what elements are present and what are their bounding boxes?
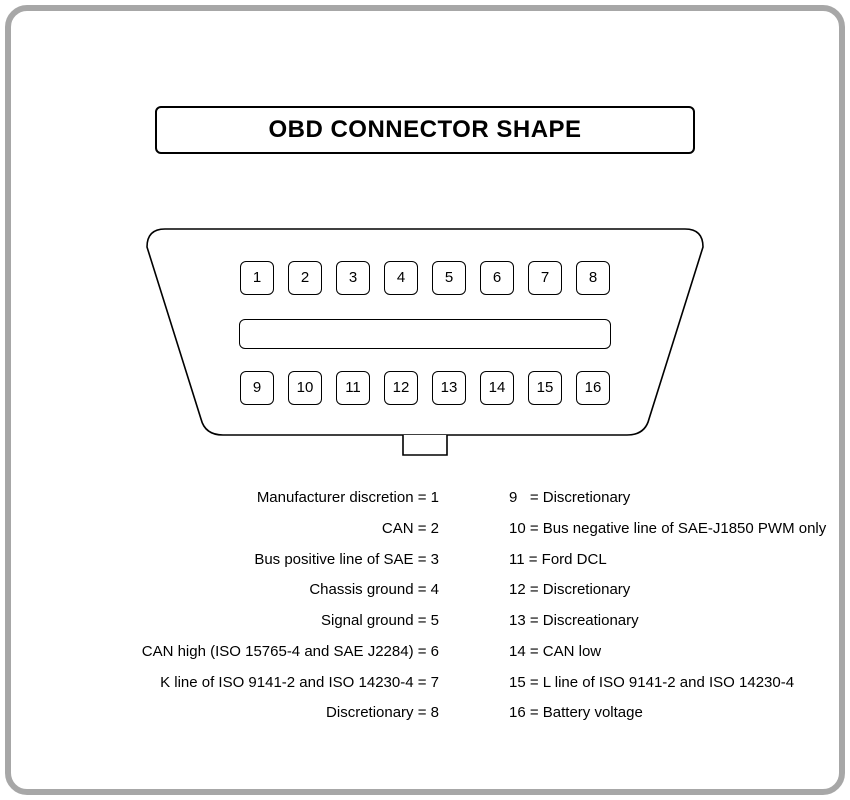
pin-4: 4 [384, 261, 418, 295]
legend-left-8: Discretionary = 8 [11, 704, 439, 721]
legend-right-14: 14 = CAN low [439, 643, 601, 660]
legend-right-13: 13 = Discreationary [439, 612, 639, 629]
legend-right-9: 9 = Discretionary [439, 489, 630, 506]
legend-left-4: Chassis ground = 4 [11, 581, 439, 598]
pin-row-top: 12345678 [125, 261, 725, 295]
legend-row: Signal ground = 513 = Discreationary [11, 612, 850, 629]
pin-10: 10 [288, 371, 322, 405]
legend-left-7: K line of ISO 9141-2 and ISO 14230-4 = 7 [11, 674, 439, 691]
pin-11: 11 [336, 371, 370, 405]
legend-left-1: Manufacturer discretion = 1 [11, 489, 439, 506]
connector-diagram: 12345678 910111213141516 [125, 223, 725, 461]
pin-6: 6 [480, 261, 514, 295]
pin-3: 3 [336, 261, 370, 295]
legend-row: Chassis ground = 412 = Discretionary [11, 581, 850, 598]
pin-13: 13 [432, 371, 466, 405]
pin-15: 15 [528, 371, 562, 405]
legend-row: Manufacturer discretion = 19 = Discretio… [11, 489, 850, 506]
title-text: OBD CONNECTOR SHAPE [268, 116, 581, 143]
pin-1: 1 [240, 261, 274, 295]
legend-row: K line of ISO 9141-2 and ISO 14230-4 = 7… [11, 674, 850, 691]
title-box: OBD CONNECTOR SHAPE [155, 106, 695, 154]
pin-12: 12 [384, 371, 418, 405]
pin-2: 2 [288, 261, 322, 295]
legend-right-16: 16 = Battery voltage [439, 704, 643, 721]
legend-row: Discretionary = 816 = Battery voltage [11, 704, 850, 721]
legend-left-2: CAN = 2 [11, 520, 439, 537]
pin-8: 8 [576, 261, 610, 295]
legend-left-5: Signal ground = 5 [11, 612, 439, 629]
legend-row: CAN high (ISO 15765-4 and SAE J2284) = 6… [11, 643, 850, 660]
legend-left-6: CAN high (ISO 15765-4 and SAE J2284) = 6 [11, 643, 439, 660]
pin-legend: Manufacturer discretion = 19 = Discretio… [11, 489, 850, 735]
legend-right-10: 10 = Bus negative line of SAE-J1850 PWM … [439, 520, 826, 537]
legend-row: Bus positive line of SAE = 311 = Ford DC… [11, 551, 850, 568]
legend-right-12: 12 = Discretionary [439, 581, 630, 598]
pin-5: 5 [432, 261, 466, 295]
pin-9: 9 [240, 371, 274, 405]
pin-7: 7 [528, 261, 562, 295]
legend-left-3: Bus positive line of SAE = 3 [11, 551, 439, 568]
legend-row: CAN = 210 = Bus negative line of SAE-J18… [11, 520, 850, 537]
pin-14: 14 [480, 371, 514, 405]
pin-16: 16 [576, 371, 610, 405]
center-slot [239, 319, 611, 349]
outer-frame: OBD CONNECTOR SHAPE 12345678 91011121314… [5, 5, 845, 795]
pin-row-bottom: 9 10 11 12 13 14 15 16 [125, 371, 725, 405]
legend-right-15: 15 = L line of ISO 9141-2 and ISO 14230-… [439, 674, 794, 691]
legend-right-11: 11 = Ford DCL [439, 551, 607, 568]
